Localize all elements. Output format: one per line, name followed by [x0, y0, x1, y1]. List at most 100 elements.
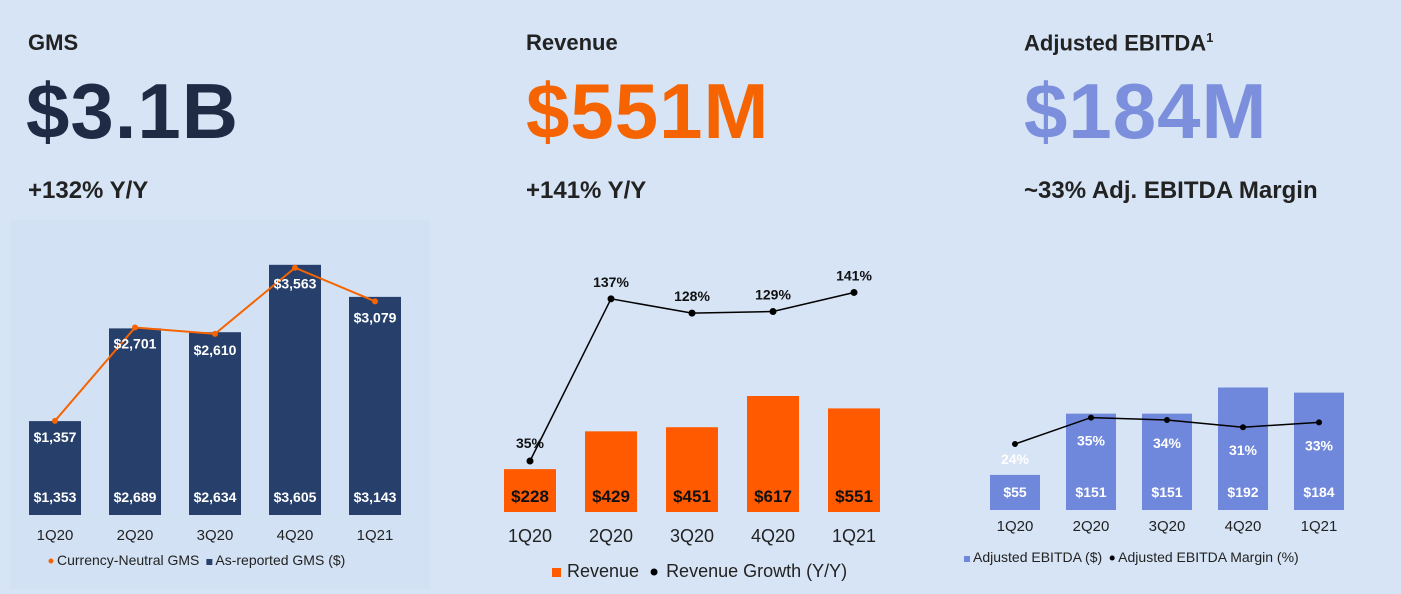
- line-point: [292, 264, 298, 271]
- gms-chart: $1,353 $2,689 $2,634 $3,605 $3,143 $1,357 $2,7…: [10, 220, 430, 589]
- bar-value-label: $151: [1075, 484, 1106, 500]
- line-point: [850, 288, 858, 296]
- bar: [29, 421, 81, 515]
- x-tick-label: 1Q20: [37, 527, 74, 544]
- line-point: [1164, 417, 1170, 423]
- legend: Revenue Revenue Growth (Y/Y): [552, 561, 847, 581]
- x-tick-label: 1Q21: [1301, 518, 1338, 535]
- line-value-label: 33%: [1305, 437, 1334, 453]
- line-value-label: 24%: [1001, 451, 1030, 467]
- bar-value-label: $55: [1003, 484, 1027, 500]
- x-tick-label: 3Q20: [197, 527, 234, 544]
- bar: [269, 264, 321, 515]
- x-tick-label: 4Q20: [751, 526, 795, 546]
- bar: [1294, 392, 1344, 510]
- legend-label: Adjusted EBITDA ($): [973, 549, 1102, 565]
- bar-value-label: $617: [754, 487, 792, 506]
- line-point: [526, 457, 534, 465]
- line-value-label: 35%: [516, 435, 545, 451]
- revenue-chart: $228 $429 $451 $617 $551 35% 137% 128% 129% 141% 1…: [480, 220, 920, 589]
- legend-label: Currency-Neutral GMS: [57, 552, 199, 568]
- bar: [747, 396, 799, 512]
- bar: [585, 431, 637, 512]
- legend-label: Adjusted EBITDA Margin (%): [1118, 549, 1299, 565]
- x-tick-label: 3Q20: [1149, 518, 1186, 535]
- line-point: [52, 417, 58, 424]
- line-point: [372, 298, 378, 305]
- x-tick-label: 1Q21: [357, 527, 394, 544]
- revenue-value: $551M: [526, 67, 770, 155]
- bar-value-label: $429: [592, 487, 630, 506]
- line-point: [1088, 414, 1094, 421]
- ebitda-title: Adjusted EBITDA1: [1024, 30, 1213, 56]
- ebitda-title-text: Adjusted EBITDA: [1024, 30, 1207, 56]
- bar-value-label: $1,353: [34, 489, 77, 505]
- chart-svg: $1,353 $2,689 $2,634 $3,605 $3,143 $1,357 $2,7…: [29, 264, 401, 568]
- bar: [504, 469, 556, 512]
- legend: Adjusted EBITDA ($) Adjusted EBITDA Margi…: [964, 549, 1299, 565]
- line-value-label: 128%: [674, 288, 710, 304]
- ebitda-panel: Adjusted EBITDA1 $184M ~33% Adj. EBITDA …: [950, 0, 1401, 589]
- gms-panel: GMS $3.1B +132% Y/Y $1,353 $2,689 $2,634 $3…: [0, 0, 440, 589]
- line-point: [132, 324, 138, 331]
- gms-growth: +132% Y/Y: [28, 177, 149, 204]
- ebitda-chart: $55 $151 $151 $192 $184 24% 35% 34% 31% 33% 1Q20 2Q…: [950, 220, 1401, 589]
- revenue-title: Revenue: [526, 30, 618, 55]
- ebitda-footnote-marker: 1: [1206, 30, 1214, 45]
- line-value-label: $3,563: [274, 276, 317, 292]
- line-point: [607, 295, 615, 303]
- bar: [1066, 413, 1116, 510]
- x-tick-label: 4Q20: [1225, 518, 1262, 535]
- gms-title: GMS: [28, 30, 79, 55]
- x-tick-label: 2Q20: [117, 527, 154, 544]
- bar-value-label: $3,605: [274, 489, 317, 505]
- bar-value-label: $551: [835, 487, 873, 506]
- x-tick-label: 2Q20: [1073, 518, 1110, 535]
- bar-value-label: $451: [673, 487, 711, 506]
- x-tick-label: 3Q20: [670, 526, 714, 546]
- line-value-label: 137%: [593, 274, 629, 290]
- legend-marker: [964, 556, 970, 562]
- bar: [828, 408, 880, 512]
- bar-value-label: $3,143: [354, 489, 397, 505]
- x-tick-label: 1Q20: [997, 518, 1034, 535]
- line-point: [1240, 424, 1246, 431]
- line-value-label: 34%: [1153, 435, 1182, 451]
- bar: [349, 296, 401, 515]
- bar-value-label: $228: [511, 487, 549, 506]
- line-value-label: 31%: [1229, 442, 1258, 458]
- gms-value: $3.1B: [26, 67, 240, 155]
- legend-label: As-reported GMS ($): [215, 552, 345, 568]
- line-point: [688, 309, 696, 317]
- legend-marker: [650, 568, 658, 576]
- ebitda-value: $184M: [1024, 67, 1268, 155]
- line-point: [1316, 419, 1322, 426]
- ebitda-margin: ~33% Adj. EBITDA Margin: [1024, 177, 1318, 204]
- line-value-label: 129%: [755, 287, 791, 303]
- legend-marker: [206, 559, 213, 565]
- bar-value-label: $192: [1227, 484, 1258, 500]
- bar-value-label: $2,634: [194, 489, 237, 505]
- line-value-label: $3,079: [354, 309, 397, 325]
- line-value-label: 141%: [836, 267, 872, 283]
- x-tick-label: 1Q21: [832, 526, 876, 546]
- line-value-label: $2,610: [194, 342, 237, 358]
- line-value-label: $1,357: [34, 429, 77, 445]
- line-value-label: 35%: [1077, 433, 1106, 449]
- x-tick-label: 1Q20: [508, 526, 552, 546]
- chart-svg: $228 $429 $451 $617 $551 35% 137% 128% 129% 141% 1…: [504, 267, 880, 581]
- bar: [1218, 387, 1268, 510]
- bar: [990, 474, 1040, 510]
- legend: Currency-Neutral GMS As-reported GMS ($): [48, 552, 345, 568]
- bar: [666, 427, 718, 512]
- legend-label: Revenue Growth (Y/Y): [666, 561, 847, 581]
- bar: [109, 328, 161, 515]
- revenue-panel: Revenue $551M +141% Y/Y $228 $429 $451 $617…: [480, 0, 920, 589]
- bar: [1142, 413, 1192, 510]
- legend-label: Revenue: [567, 561, 639, 581]
- bar-value-label: $184: [1303, 484, 1334, 500]
- line-value-label: $2,701: [114, 336, 157, 352]
- bar: [189, 332, 241, 515]
- revenue-growth: +141% Y/Y: [526, 177, 647, 204]
- line-point: [212, 330, 218, 337]
